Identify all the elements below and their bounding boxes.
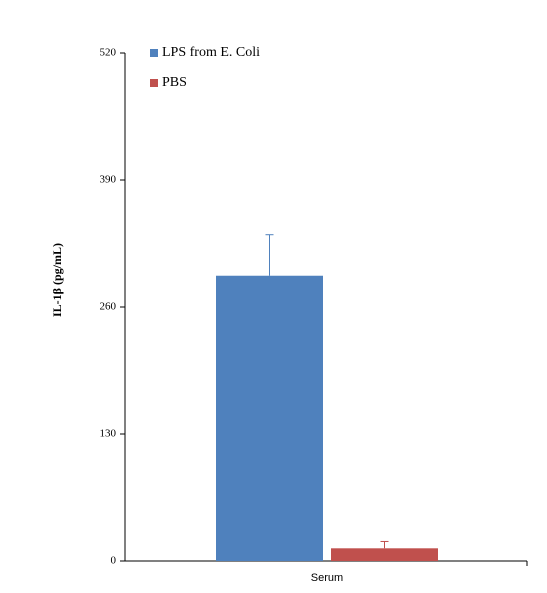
- bar: [216, 275, 323, 561]
- y-axis-label: IL-1β (pg/mL): [50, 243, 64, 317]
- y-tick-label: 520: [100, 47, 117, 59]
- y-tick-label: 260: [100, 301, 117, 313]
- legend-label: PBS: [162, 75, 187, 90]
- y-tick-label: 390: [100, 174, 117, 186]
- y-tick-label: 130: [100, 428, 117, 440]
- x-tick-label: Serum: [311, 572, 343, 584]
- legend-swatch: [150, 49, 158, 57]
- bar: [331, 548, 438, 561]
- legend-label: LPS from E. Coli: [162, 45, 260, 60]
- legend-swatch: [150, 79, 158, 87]
- y-tick-label: 0: [111, 555, 117, 567]
